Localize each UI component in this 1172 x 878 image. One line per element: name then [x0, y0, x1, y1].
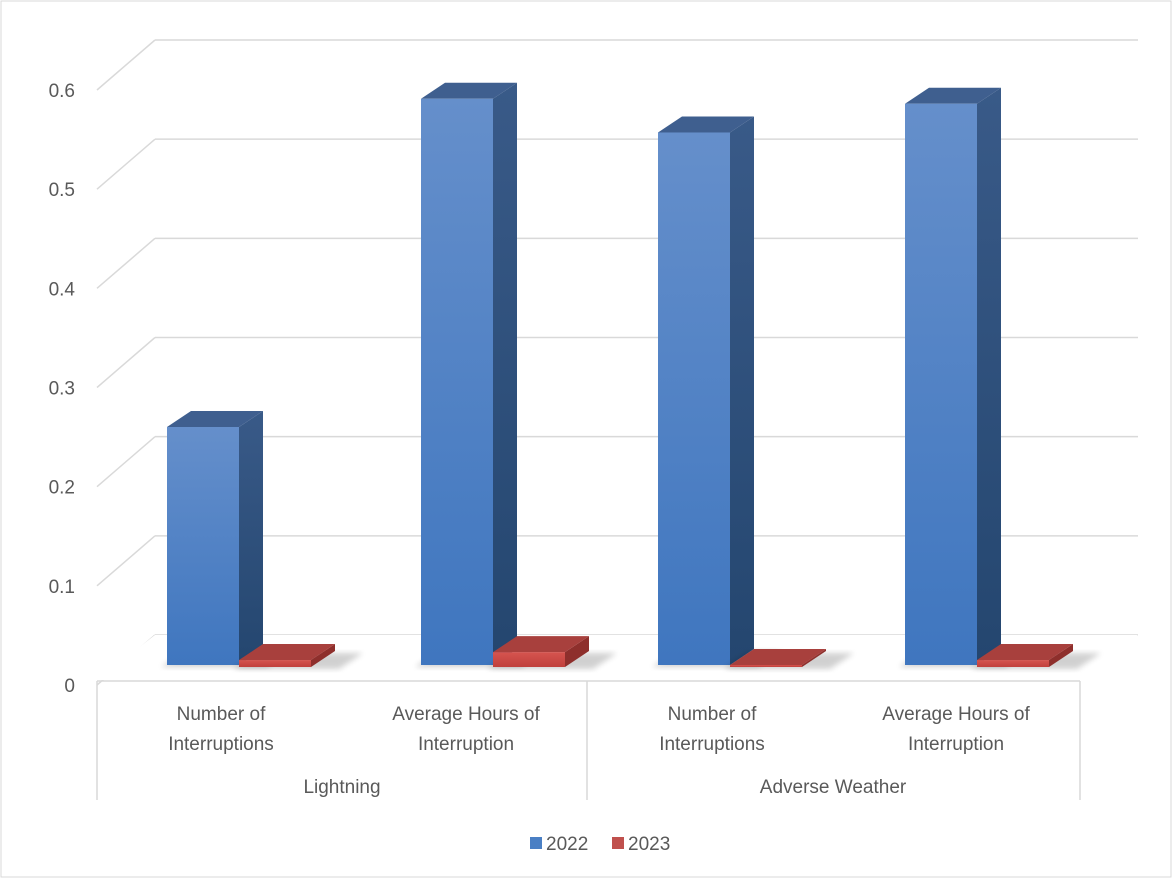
bar-top [239, 644, 335, 661]
bar-front [239, 660, 311, 667]
bar-2023 [487, 636, 617, 669]
gridline-side [96, 237, 156, 289]
category-label: Interruption [418, 734, 514, 755]
bar-side [565, 636, 589, 667]
y-tick-label: 0.1 [49, 577, 75, 598]
bar-side [802, 649, 826, 667]
y-tick-label: 0.3 [49, 379, 75, 400]
bar-2022 [415, 82, 545, 667]
bar-2023 [233, 644, 363, 669]
bar-side [493, 82, 517, 666]
bar-top [905, 87, 1001, 104]
category-label: Interruptions [168, 734, 274, 755]
legend-swatch [612, 837, 624, 849]
bar-front [421, 98, 493, 666]
bar-top [658, 116, 754, 133]
bar-side [239, 411, 263, 665]
bar-side [977, 87, 1001, 665]
legend-label: 2023 [628, 834, 670, 855]
legend-swatch [530, 837, 542, 849]
gridline-side [96, 535, 156, 587]
bar-side [311, 644, 335, 667]
bar-2022 [161, 411, 291, 667]
legend-label: 2022 [546, 834, 588, 855]
category-label: Number of [668, 704, 757, 725]
bar-side [1049, 644, 1073, 667]
y-tick-label: 0.6 [49, 81, 75, 102]
bar-front [905, 103, 977, 665]
bar-front [658, 132, 730, 666]
y-tick-label: 0 [64, 676, 75, 697]
bar-front [977, 660, 1049, 667]
category-label: Average Hours of [882, 704, 1030, 725]
bar-side [730, 116, 754, 666]
category-label: Interruption [908, 734, 1004, 755]
bar-front [493, 652, 565, 667]
gridline-side [96, 39, 156, 91]
bar-top [977, 644, 1073, 661]
bar-2023 [971, 644, 1101, 669]
bar-top [421, 82, 517, 99]
gridline-side [96, 336, 156, 389]
bar-front [730, 665, 802, 667]
gridline-side [96, 138, 156, 190]
bar-top [730, 649, 826, 665]
category-label: Interruptions [659, 734, 765, 755]
category-label: Average Hours of [392, 704, 540, 725]
bar-top [167, 411, 263, 427]
y-tick-label: 0.4 [49, 279, 76, 300]
category-label: Number of [177, 704, 266, 725]
bar-top [493, 636, 589, 653]
y-tick-label: 0.5 [49, 180, 75, 201]
bar-2023 [724, 649, 854, 669]
group-label: Adverse Weather [760, 777, 907, 798]
bar-front [167, 427, 239, 665]
y-tick-label: 0.2 [49, 478, 75, 499]
gridline-side [96, 436, 156, 488]
chart-floor [97, 635, 1138, 680]
group-label: Lightning [303, 777, 380, 798]
